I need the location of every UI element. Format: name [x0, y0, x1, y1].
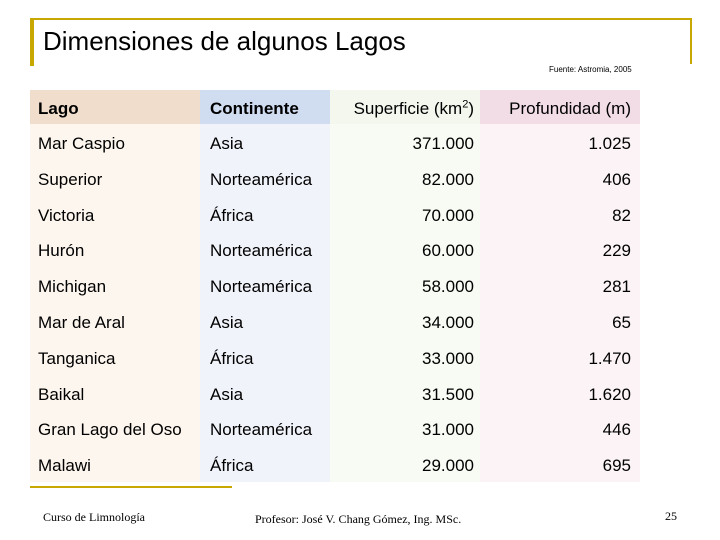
cell-superficie: 60.000: [422, 241, 474, 260]
page-number: 25: [665, 509, 677, 523]
column-bg-lago: [30, 90, 200, 482]
cell-lago: Michigan: [38, 277, 107, 296]
cell-superficie: 70.000: [422, 206, 474, 225]
cell-profundidad: 1.025: [588, 134, 631, 153]
column-bg-profundidad: [480, 90, 640, 482]
header-superficie-exponent: 2: [462, 98, 469, 111]
cell-continente: Asia: [210, 385, 244, 404]
header-profundidad: Profundidad (m): [509, 99, 631, 118]
title-accent-bar: [30, 18, 34, 66]
cell-superficie: 58.000: [422, 277, 474, 296]
cell-continente: Norteamérica: [210, 277, 313, 296]
cell-superficie: 29.000: [422, 456, 474, 475]
cell-continente: África: [210, 206, 254, 225]
cell-lago: Mar de Aral: [38, 313, 125, 332]
cell-lago: Gran Lago del Oso: [38, 420, 182, 439]
cell-superficie: 33.000: [422, 349, 474, 368]
header-lago: Lago: [38, 99, 79, 118]
cell-profundidad: 65: [612, 313, 631, 332]
cell-profundidad: 1.620: [588, 385, 631, 404]
cell-superficie: 82.000: [422, 170, 474, 189]
cell-continente: África: [210, 456, 254, 475]
cell-profundidad: 82: [612, 206, 631, 225]
slide-title: Dimensiones de algunos Lagos: [43, 26, 406, 56]
cell-lago: Mar Caspio: [38, 134, 125, 153]
cell-continente: África: [210, 349, 254, 368]
cell-profundidad: 695: [602, 456, 631, 475]
title-frame: [30, 18, 692, 64]
cell-continente: Asia: [210, 313, 244, 332]
header-superficie-text: Superficie (km: [353, 99, 463, 118]
cell-continente: Norteamérica: [210, 241, 313, 260]
cell-superficie: 34.000: [422, 313, 474, 332]
cell-continente: Asia: [210, 134, 244, 153]
footer-course: Curso de Limnología: [43, 510, 145, 524]
footer-professor: Profesor: José V. Chang Gómez, Ing. MSc.: [255, 512, 462, 526]
footer-accent-line: [30, 486, 232, 488]
header-superficie: Superficie (km2): [354, 99, 474, 119]
cell-continente: Norteamérica: [210, 420, 313, 439]
header-superficie-close: ): [468, 99, 474, 118]
cell-lago: Superior: [38, 170, 103, 189]
cell-lago: Baikal: [38, 385, 85, 404]
column-bg-continente: [200, 90, 330, 482]
cell-profundidad: 446: [602, 420, 631, 439]
cell-profundidad: 281: [602, 277, 631, 296]
cell-superficie: 31.500: [422, 385, 474, 404]
source-note: Fuente: Astromia, 2005: [549, 65, 632, 74]
cell-lago: Tanganica: [38, 349, 116, 368]
header-bg-superficie: [330, 90, 480, 124]
cell-profundidad: 229: [602, 241, 631, 260]
cell-profundidad: 406: [602, 170, 631, 189]
cell-profundidad: 1.470: [588, 349, 631, 368]
header-continente: Continente: [210, 99, 299, 118]
cell-lago: Victoria: [38, 206, 95, 225]
header-bg-profundidad: [480, 90, 640, 124]
header-bg-lago: [30, 90, 200, 124]
header-bg-continente: [200, 90, 330, 124]
cell-superficie: 371.000: [412, 134, 474, 153]
cell-continente: Norteamérica: [210, 170, 313, 189]
cell-lago: Hurón: [38, 241, 85, 260]
column-bg-superficie: [330, 90, 480, 482]
cell-lago: Malawi: [38, 456, 91, 475]
cell-superficie: 31.000: [422, 420, 474, 439]
